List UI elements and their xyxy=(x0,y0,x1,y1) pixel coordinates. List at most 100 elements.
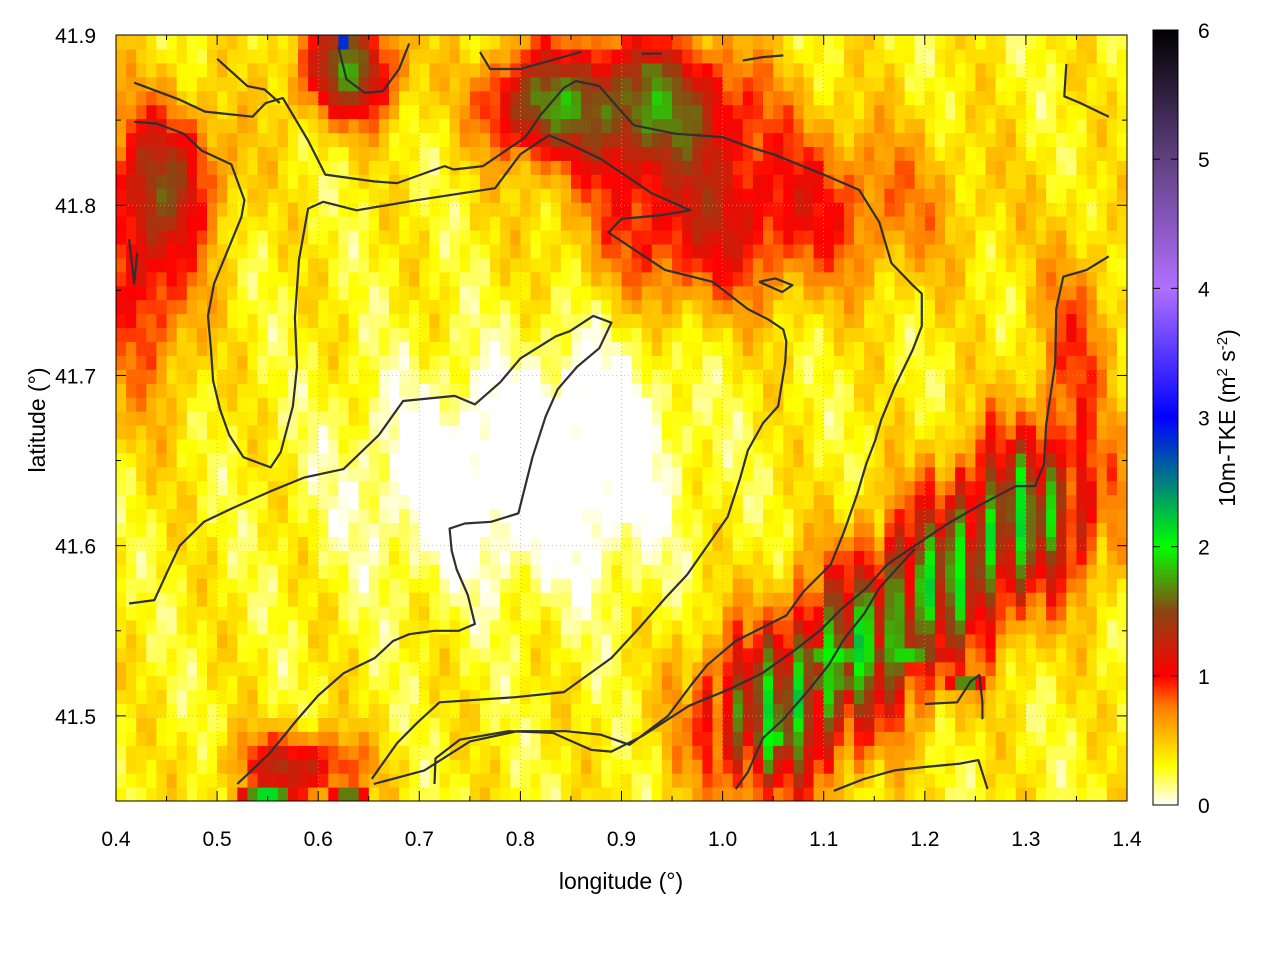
heatmap-cell xyxy=(490,230,501,245)
heatmap-cell xyxy=(985,717,997,732)
heatmap-cell xyxy=(803,174,815,189)
heatmap-cell xyxy=(965,243,976,259)
heatmap-cell xyxy=(692,299,703,315)
heatmap-cell xyxy=(1086,564,1098,579)
heatmap-cell xyxy=(560,118,572,134)
heatmap-cell xyxy=(368,466,380,482)
heatmap-cell xyxy=(904,383,916,398)
heatmap-cell xyxy=(914,230,926,245)
heatmap-cell xyxy=(1116,564,1127,579)
heatmap-cell xyxy=(924,578,936,593)
heatmap-cell xyxy=(692,452,703,468)
heatmap-cell xyxy=(469,243,481,259)
heatmap-cell xyxy=(166,522,178,537)
heatmap-cell xyxy=(894,759,906,774)
heatmap-cell xyxy=(267,787,279,801)
heatmap-cell xyxy=(601,411,612,426)
tke-heatmap-field xyxy=(116,35,1127,801)
heatmap-cell xyxy=(540,438,552,454)
heatmap-cell xyxy=(712,369,724,384)
heatmap-cell xyxy=(914,522,926,537)
heatmap-cell xyxy=(571,104,582,120)
heatmap-cell xyxy=(803,397,815,412)
heatmap-cell xyxy=(732,411,744,426)
heatmap-cell xyxy=(692,703,703,718)
heatmap-cell xyxy=(621,174,633,189)
heatmap-cell xyxy=(591,452,602,468)
heatmap-cell xyxy=(1015,438,1027,454)
heatmap-cell xyxy=(904,578,916,593)
heatmap-cell xyxy=(429,578,441,593)
heatmap-cell xyxy=(459,355,471,370)
heatmap-cell xyxy=(399,550,410,565)
heatmap-cell xyxy=(409,411,420,426)
heatmap-cell xyxy=(1076,564,1088,579)
heatmap-cell xyxy=(217,536,228,551)
heatmap-cell xyxy=(308,132,319,147)
heatmap-cell xyxy=(126,759,137,774)
heatmap-cell xyxy=(833,118,845,134)
heatmap-cell xyxy=(995,118,1007,134)
heatmap-cell xyxy=(298,160,309,175)
heatmap-cell xyxy=(884,536,896,551)
heatmap-cell xyxy=(298,313,309,328)
heatmap-cell xyxy=(196,480,208,496)
heatmap-cell xyxy=(611,174,623,189)
heatmap-cell xyxy=(186,592,198,607)
heatmap-cell xyxy=(166,773,178,788)
heatmap-cell xyxy=(884,619,896,635)
heatmap-cell xyxy=(591,174,602,189)
heatmap-cell xyxy=(864,411,875,426)
heatmap-cell xyxy=(1076,745,1088,760)
heatmap-cell xyxy=(1086,689,1098,705)
heatmap-cell xyxy=(207,118,218,134)
heatmap-cell xyxy=(611,466,623,482)
heatmap-cell xyxy=(318,717,329,732)
heatmap-cell xyxy=(298,606,309,621)
heatmap-cell xyxy=(1096,522,1108,537)
heatmap-cell xyxy=(368,118,380,134)
heatmap-cell xyxy=(965,480,976,496)
heatmap-cell xyxy=(843,243,855,259)
heatmap-cell xyxy=(752,313,764,328)
heatmap-cell xyxy=(247,745,259,760)
heatmap-cell xyxy=(358,703,370,718)
heatmap-cell xyxy=(217,132,228,147)
heatmap-cell xyxy=(591,355,602,370)
heatmap-cell xyxy=(389,216,400,231)
heatmap-cell xyxy=(924,313,936,328)
heatmap-cell xyxy=(1005,355,1017,370)
heatmap-cell xyxy=(510,174,521,189)
heatmap-cell xyxy=(1056,118,1067,134)
heatmap-cell xyxy=(429,452,441,468)
heatmap-cell xyxy=(277,341,289,356)
heatmap-cell xyxy=(560,522,572,537)
heatmap-cell xyxy=(1116,202,1127,217)
heatmap-cell xyxy=(1066,216,1077,231)
heatmap-cell xyxy=(1096,425,1108,440)
heatmap-cell xyxy=(742,132,754,147)
heatmap-cell xyxy=(247,647,259,663)
heatmap-cell xyxy=(207,592,218,607)
heatmap-cell xyxy=(1106,202,1118,217)
heatmap-cell xyxy=(742,606,754,621)
heatmap-cell xyxy=(1046,132,1057,147)
heatmap-cell xyxy=(763,369,774,384)
heatmap-cell xyxy=(611,536,623,551)
heatmap-cell xyxy=(176,118,188,134)
heatmap-cell xyxy=(277,633,289,649)
heatmap-cell xyxy=(338,689,350,705)
heatmap-cell xyxy=(459,230,471,245)
heatmap-cell xyxy=(186,132,198,147)
heatmap-cell xyxy=(560,104,572,120)
heatmap-cell xyxy=(864,369,875,384)
heatmap-cell xyxy=(399,466,410,482)
heatmap-cell xyxy=(409,104,420,120)
heatmap-cell xyxy=(419,703,430,718)
heatmap-cell xyxy=(1005,369,1017,384)
heatmap-cell xyxy=(611,327,623,342)
heatmap-cell xyxy=(186,411,198,426)
heatmap-cell xyxy=(864,731,875,746)
heatmap-cell xyxy=(196,118,208,134)
heatmap-cell xyxy=(237,536,248,551)
